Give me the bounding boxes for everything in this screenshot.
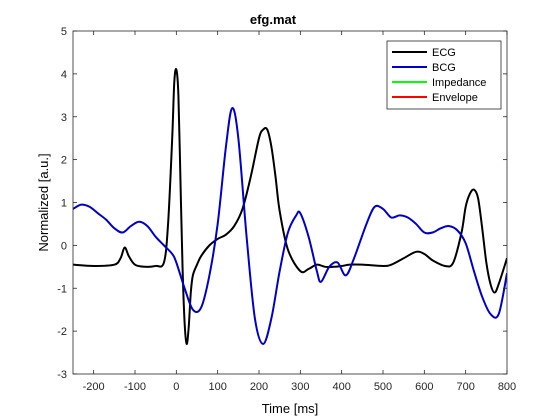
series-line-bcg xyxy=(73,107,507,345)
x-tick-label: 600 xyxy=(415,381,433,393)
x-tick-label: 400 xyxy=(332,381,350,393)
chart-title: efg.mat xyxy=(250,12,297,27)
y-axis-label: Normalized [a.u.] xyxy=(36,153,51,251)
y-tick-label: 2 xyxy=(61,155,67,167)
y-tick-label: 0 xyxy=(61,240,67,252)
legend-label-bcg: BCG xyxy=(432,62,456,74)
x-axis-label: Time [ms] xyxy=(262,401,319,416)
x-tick-label: 300 xyxy=(291,381,309,393)
y-tick-label: -2 xyxy=(57,326,67,338)
y-tick-label: -1 xyxy=(57,283,67,295)
legend-label-envelope: Envelope xyxy=(432,92,478,104)
x-tick-label: -200 xyxy=(83,381,105,393)
x-tick-label: 100 xyxy=(208,381,226,393)
x-tick-label: 500 xyxy=(374,381,392,393)
legend: ECG BCG Impedance Envelope xyxy=(386,40,502,110)
x-tick-label: 200 xyxy=(250,381,268,393)
x-tick-label: -100 xyxy=(124,381,146,393)
y-tick-label: -3 xyxy=(57,369,67,381)
x-tick-label: 700 xyxy=(456,381,474,393)
series-layer xyxy=(73,68,507,345)
legend-label-impedance: Impedance xyxy=(432,77,486,89)
y-tick-label: 3 xyxy=(61,112,67,124)
y-tick-label: 1 xyxy=(61,198,67,210)
x-tick-label: 800 xyxy=(498,381,516,393)
x-tick-label: 0 xyxy=(173,381,179,393)
legend-label-ecg: ECG xyxy=(432,47,456,59)
series-line-ecg xyxy=(73,68,507,345)
y-tick-label: 5 xyxy=(61,26,67,38)
tick-layer: -200 -100 0 100 200 300 400 500 600 700 800 -3 -2 -1 0… xyxy=(57,26,516,393)
y-tick-label: 4 xyxy=(61,69,67,81)
